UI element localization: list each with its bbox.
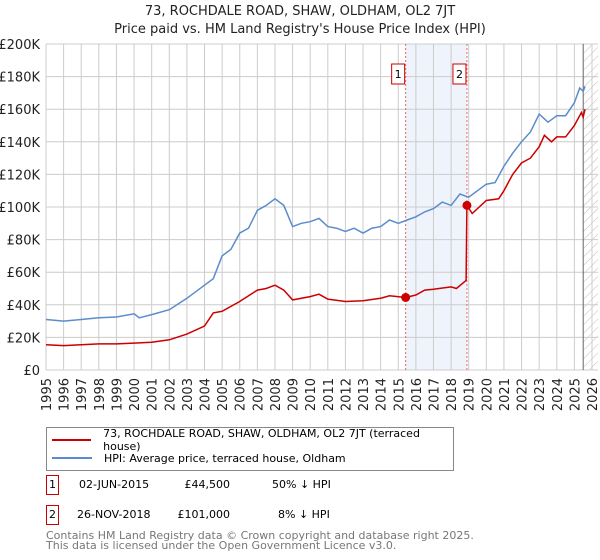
footer-line-2: This data is licensed under the Open Gov… [46,539,397,552]
x-tick-label: 2007 [251,378,266,411]
y-tick-label: £60K [7,266,41,281]
property-price-line [45,109,586,347]
x-tick-label: 1999 [110,378,125,411]
x-tick-label: 2024 [551,378,566,411]
sale-price: £44,500 [184,478,231,491]
legend-red-line [52,439,92,441]
y-tick-label: £40K [7,299,41,314]
chart-title: 73, ROCHDALE ROAD, SHAW, OLDHAM, OL2 7JT [145,4,455,19]
footer: Contains HM Land Registry data © Crown c… [46,529,474,552]
x-tick-label: 1998 [93,378,108,411]
sale-marker-2: 2 [46,505,59,525]
legend-property: 73, ROCHDALE ROAD, SHAW, OLDHAM, OL2 7JT… [103,427,420,453]
x-tick-label: 2011 [322,378,337,411]
sale-date: 26-NOV-2018 [77,508,151,521]
x-tick-label: 2021 [498,378,513,411]
sale-price: £101,000 [177,508,231,521]
x-tick-label: 2019 [463,378,478,411]
x-tick-label: 2013 [357,378,372,411]
x-tick-label: 2001 [146,378,161,411]
chart-subtitle: Price paid vs. HM Land Registry's House … [114,22,486,37]
x-tick-label: 2023 [533,378,548,411]
x-tick-label: 2015 [392,378,407,411]
x-tick-label: 2005 [216,378,231,411]
y-tick-label: £0 [23,364,40,379]
x-tick-label: 2002 [163,378,178,411]
sale-label: 1 [395,68,402,81]
x-tick-label: 2022 [516,378,531,411]
x-tick-label: 2020 [480,378,495,411]
x-tick-label: 2006 [234,378,249,411]
y-tick-label: £180K [0,71,40,86]
sale-date: 02-JUN-2015 [79,478,150,491]
sale-hpi-diff: 50% ↓ HPI [272,478,331,491]
x-tick-label: 1997 [75,378,90,411]
x-tick-label: 2016 [410,378,425,411]
legend-hpi: HPI: Average price, terraced house, Oldh… [104,451,346,465]
sale-marker-1: 1 [46,475,59,495]
footer-line-1: Contains HM Land Registry data © Crown c… [46,529,474,542]
sale-hpi-diff: 8% ↓ HPI [278,508,330,521]
y-tick-label: £200K [0,38,40,53]
x-tick-label: 2010 [304,378,319,411]
legend: 73, ROCHDALE ROAD, SHAW, OLDHAM, OL2 7JT… [46,427,454,471]
x-tick-label: 1996 [58,378,73,411]
sale-point-1 [401,292,411,302]
x-tick-label: 2026 [586,378,600,411]
x-tick-label: 2025 [568,378,583,411]
legend-blue-line [52,457,92,459]
x-tick-label: 2017 [427,378,442,411]
x-tick-label: 2009 [287,378,302,411]
x-tick-label: 2008 [269,378,284,411]
sale-label: 2 [456,68,463,81]
x-tick-label: 2000 [128,378,143,411]
y-tick-label: £20K [7,331,41,346]
x-tick-label: 2003 [181,378,196,411]
y-tick-label: £100K [0,201,40,216]
y-tick-label: £140K [0,136,40,151]
x-tick-label: 2014 [375,378,390,411]
x-tick-label: 2018 [445,378,460,411]
sale-point-2 [462,200,472,210]
sale-label-box [391,63,406,85]
hpi-line [45,86,586,322]
x-tick-label: 2004 [199,378,214,411]
x-tick-label: 2012 [339,378,354,411]
x-tick-label: 1995 [40,378,55,411]
y-tick-label: £160K [0,103,40,118]
price-chart: 73, ROCHDALE ROAD, SHAW, OLDHAM, OL2 7JT… [0,4,600,411]
y-tick-label: £80K [7,234,41,249]
y-tick-label: £120K [0,168,40,183]
sale-label-box [452,63,467,85]
